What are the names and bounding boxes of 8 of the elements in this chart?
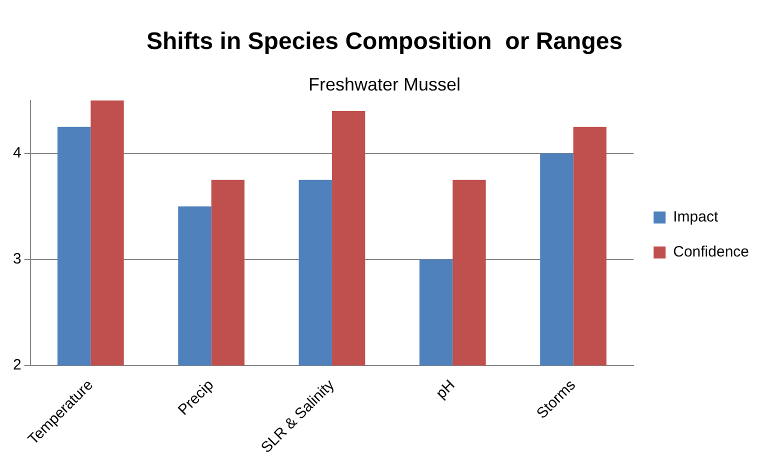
legend-label: Confidence xyxy=(673,244,750,261)
y-tick-label: 2 xyxy=(13,356,22,374)
chart-subtitle: Freshwater Mussel xyxy=(308,74,461,95)
legend-label: Impact xyxy=(673,208,719,226)
y-tick-label: 3 xyxy=(13,250,22,268)
y-tick-label: 4 xyxy=(13,144,22,162)
x-tick-label: pH xyxy=(432,376,458,402)
chart-title: Shifts in Species Composition or Ranges xyxy=(146,28,623,56)
